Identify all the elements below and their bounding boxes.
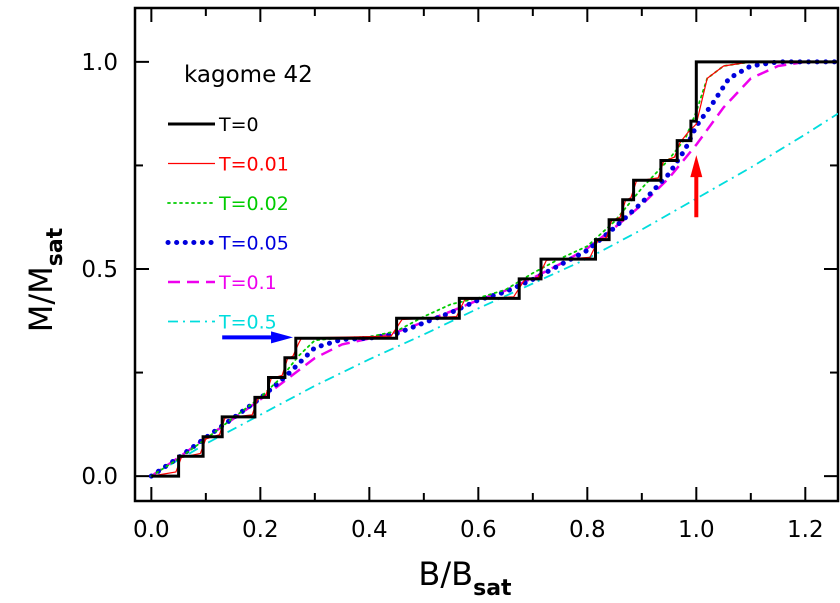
legend-label-t-0-01: T=0.01 (218, 154, 289, 176)
chart-annotation: kagome 42 (184, 62, 313, 88)
series-line-t-0-5 (150, 112, 838, 477)
series-line-t-0 (151, 60, 838, 478)
x-tick-label: 0.0 (133, 517, 170, 543)
y-tick-label: 1.0 (81, 50, 118, 76)
y-tick-label: 0.0 (81, 464, 118, 490)
x-tick-label: 1.0 (678, 517, 715, 543)
arrows (222, 155, 703, 344)
legend-label-t-0-5: T=0.5 (218, 312, 277, 334)
y-axis-label-main: M/M (22, 266, 60, 332)
blue-arrow-head (271, 331, 294, 344)
y-axis-label: M/Msat (22, 227, 68, 332)
plot-frame-rect (133, 6, 840, 503)
legend-label-t-0-05: T=0.05 (218, 233, 289, 255)
x-tick-label: 0.6 (460, 517, 497, 543)
legend: T=0 T=0.01 T=0.02 T=0.05 T=0.1 T=0.5 (165, 114, 289, 334)
x-tick-label: 0.8 (569, 517, 606, 543)
legend-label-t-0: T=0 (218, 114, 259, 136)
y-tick-label: 0.5 (81, 257, 118, 283)
x-tick-label: 0.4 (351, 517, 388, 543)
series-line-t-0-01 (151, 61, 838, 477)
legend-label-t-0-1: T=0.1 (218, 272, 277, 294)
x-axis-label: B/Bsat (418, 555, 512, 601)
legend-label-t-0-02: T=0.02 (218, 193, 289, 215)
x-axis-label-main: B/B (418, 555, 473, 593)
x-axis-label-sub: sat (473, 576, 512, 601)
x-tick-label: 0.2 (242, 517, 279, 543)
series-lines (148, 59, 838, 479)
plot-frame (133, 6, 840, 503)
y-axis-label-sub: sat (43, 227, 68, 266)
ticks: 0.0 0.2 0.4 0.6 0.8 1.0 1.2 0.0 0.5 1.0 (81, 8, 838, 543)
y-axis-label-group: M/Msat (22, 227, 68, 332)
red-arrow-head (690, 155, 703, 178)
x-tick-label: 1.2 (787, 517, 824, 543)
